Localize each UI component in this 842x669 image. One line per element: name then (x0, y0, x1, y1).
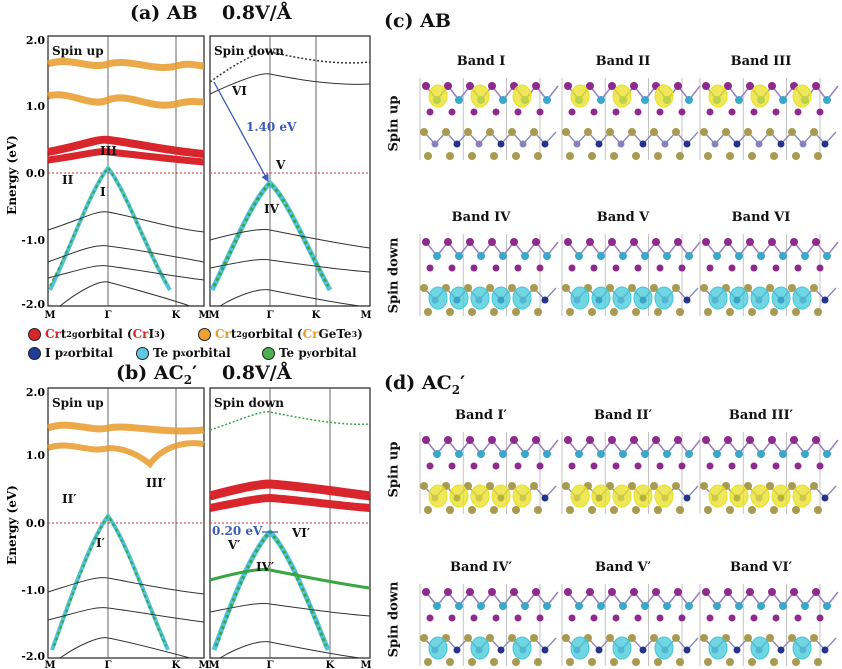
d-band-4: Band IV′ (449, 560, 513, 575)
c-band-6: Band VI (731, 210, 791, 225)
svg-text:M: M (44, 310, 55, 321)
svg-text:Γ: Γ (266, 310, 273, 321)
svg-text:2.0: 2.0 (26, 386, 45, 399)
legend-dot-blue (28, 346, 41, 360)
svg-text:0.0: 0.0 (26, 167, 45, 180)
plot-a-spin-up (46, 35, 205, 307)
plot-a-spin-down (209, 35, 371, 307)
gap-label-a: 1.40 eV (246, 120, 297, 134)
gap-label-b: 0.20 eV (212, 524, 263, 538)
a-spin-down-label: Spin down (214, 44, 284, 58)
svg-text:M: M (360, 660, 371, 669)
panel-c-title: (c) AB (384, 10, 451, 32)
c-band-5: Band V (596, 210, 650, 225)
svg-text:M: M (208, 660, 219, 669)
panel-a-field: 0.8V/Å (222, 2, 292, 24)
svg-text:1.0: 1.0 (26, 100, 45, 113)
band-mark-I: I (100, 185, 106, 199)
panel-b-title: (b) AC2′ (116, 362, 198, 387)
yticks-a: 2.0 1.0 0.0 -1.0 -2.0 (21, 34, 45, 311)
d-band-5: Band V′ (595, 560, 651, 575)
structure-c-up-3 (699, 78, 839, 160)
plot-b-spin-up (46, 387, 205, 659)
structure-d-up-1 (419, 432, 559, 514)
band-mark-I-II: II (62, 173, 74, 187)
svg-text:M: M (198, 660, 209, 669)
legend-dot-orange (198, 327, 211, 341)
legend-dot-green (262, 346, 275, 360)
b-spin-down-label: Spin down (214, 396, 284, 410)
structure-d-down-2 (561, 584, 701, 666)
panel-a-title: (a) AB (130, 2, 198, 24)
structure-c-up-1 (419, 78, 559, 160)
c-band-2: Band II (595, 54, 651, 69)
d-band-1: Band I′ (455, 408, 507, 423)
structure-c-down-1 (419, 234, 559, 316)
band-mark-V: V (276, 158, 286, 172)
legend-cr-cgt: Cr t 2g orbital (Cr GeTe 3) (198, 327, 363, 341)
d-band-6: Band VI′ (729, 560, 793, 575)
svg-text:-2.0: -2.0 (21, 650, 45, 663)
yticks-b: 2.0 1.0 0.0 -1.0 -2.0 (21, 386, 45, 663)
band-mark-III: III (100, 144, 117, 158)
svg-text:K: K (172, 660, 181, 669)
svg-text:0.0: 0.0 (26, 517, 45, 530)
svg-text:Γ: Γ (104, 660, 111, 669)
svg-text:M: M (208, 310, 219, 321)
svg-text:M: M (198, 310, 209, 321)
svg-text:2.0: 2.0 (26, 34, 45, 47)
band-mark-VI: VI (232, 84, 247, 98)
charge-density-images (419, 78, 839, 666)
svg-text:K: K (172, 310, 181, 321)
legend-dot-red (28, 327, 41, 341)
legend-dot-cyan (136, 346, 149, 360)
b-spin-up-label: Spin up (52, 396, 104, 410)
structure-d-up-2 (561, 432, 701, 514)
legend-cr-cri3: Cr t 2g orbital (Cr I 3) (28, 327, 165, 341)
ylabel-b: Energy (eV) (5, 485, 19, 565)
svg-text:Γ: Γ (266, 660, 273, 669)
svg-text:M: M (44, 660, 55, 669)
d-band-2: Band II′ (593, 408, 653, 423)
structure-c-down-2 (561, 234, 701, 316)
svg-text:-2.0: -2.0 (21, 298, 45, 311)
ylabel-a: Energy (eV) (5, 135, 19, 215)
svg-text:-1.0: -1.0 (21, 584, 45, 597)
band-structure-figure: Energy (eV) Energy (eV) (5, 34, 372, 669)
band-mark-IV-prime: IV′ (256, 560, 275, 574)
svg-text:1.0: 1.0 (26, 449, 45, 462)
structure-d-up-3 (699, 432, 839, 514)
c-band-1: Band I (456, 54, 506, 69)
band-mark-IV: IV (264, 202, 279, 216)
a-spin-up-label: Spin up (52, 44, 104, 58)
svg-text:M: M (360, 310, 371, 321)
panel-d-title: (d) AC2′ (384, 372, 466, 397)
plot-b-spin-down (208, 387, 371, 659)
structure-d-down-3 (699, 584, 839, 666)
c-band-3: Band III (730, 54, 792, 69)
svg-text:K: K (326, 660, 335, 669)
structure-c-down-3 (699, 234, 839, 316)
band-mark-V-prime: V′ (228, 538, 241, 552)
svg-text:-1.0: -1.0 (21, 234, 45, 247)
band-mark-I-prime: I′ (96, 536, 105, 550)
d-band-3: Band III′ (728, 408, 794, 423)
band-mark-VI-prime: VI′ (292, 526, 311, 540)
band-mark-III-prime: III′ (146, 476, 167, 490)
band-mark-II-prime: II′ (62, 492, 77, 506)
svg-text:Γ: Γ (104, 310, 111, 321)
structure-c-up-2 (561, 78, 701, 160)
structure-d-down-1 (419, 584, 559, 666)
svg-text:K: K (312, 310, 321, 321)
panel-b-field: 0.8V/Å (222, 362, 292, 384)
c-band-4: Band IV (451, 210, 511, 225)
